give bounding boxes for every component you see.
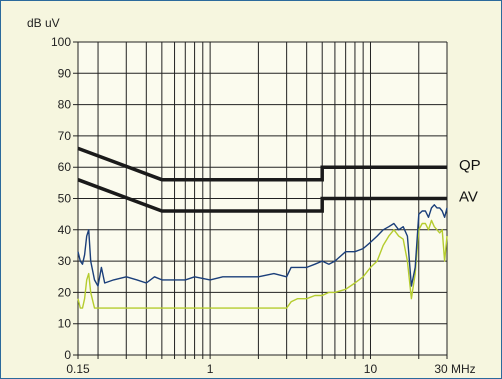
y-tick-label: 80 bbox=[58, 98, 72, 112]
series-layer bbox=[77, 204, 448, 309]
y-tick-label: 20 bbox=[58, 285, 72, 299]
limit-line-qp bbox=[77, 146, 447, 182]
y-tick-label: 70 bbox=[58, 129, 72, 143]
y-axis-label: dB uV bbox=[27, 16, 60, 30]
y-tick-label: 90 bbox=[58, 66, 72, 80]
x-tick-label: 30 MHz bbox=[434, 362, 475, 376]
limit-lines-layer bbox=[77, 146, 447, 213]
y-tick-label: 50 bbox=[58, 192, 72, 206]
limit-label-av: AV bbox=[459, 189, 478, 206]
y-tick-label: 100 bbox=[51, 35, 71, 49]
labels-layer: 0 10 20 30 40 50 60 70 80 90 100 0.15 1 10 30 MHz QP AV bbox=[51, 35, 481, 376]
limit-label-qp: QP bbox=[459, 157, 481, 174]
y-tick-label: 60 bbox=[58, 160, 72, 174]
y-tick-label: 10 bbox=[58, 317, 72, 331]
y-tick-label: 30 bbox=[58, 254, 72, 268]
y-tick-label: 0 bbox=[64, 348, 71, 362]
x-tick-label: 1 bbox=[207, 362, 214, 376]
y-tick-label: 40 bbox=[58, 223, 72, 237]
x-tick-label: 0.15 bbox=[66, 362, 90, 376]
x-tick-label: 10 bbox=[364, 362, 378, 376]
series-line-1 bbox=[77, 204, 448, 287]
limit-line-av bbox=[77, 178, 447, 213]
series-line-2 bbox=[77, 219, 448, 309]
